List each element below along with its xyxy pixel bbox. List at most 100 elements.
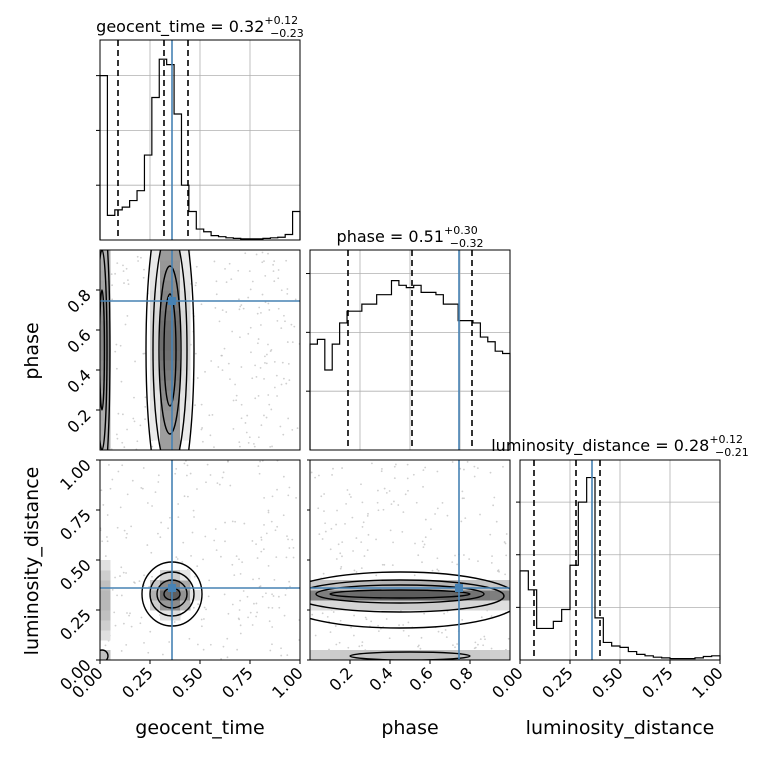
sample-point: [109, 487, 112, 490]
sample-point: [256, 611, 258, 614]
sample-point: [209, 474, 212, 476]
sample-point: [257, 394, 260, 397]
sample-point: [446, 610, 449, 613]
sample-point: [143, 574, 145, 577]
sample-point: [258, 472, 261, 475]
sample-point: [377, 489, 379, 492]
sample-point: [407, 621, 410, 624]
density-cell: [150, 270, 161, 281]
truth-marker: [455, 584, 463, 592]
sample-point: [436, 568, 439, 571]
density-cell: [450, 650, 461, 660]
density-cell: [420, 600, 431, 611]
sample-point: [290, 323, 293, 326]
density-cell: [460, 650, 471, 660]
sample-point: [255, 375, 258, 378]
sample-point: [277, 595, 280, 598]
density-cell: [490, 650, 501, 660]
sample-point: [430, 528, 432, 531]
sample-point: [186, 495, 189, 498]
density-cell: [160, 580, 171, 591]
sample-point: [417, 644, 420, 647]
sample-point: [267, 606, 270, 609]
sample-point: [217, 366, 220, 368]
density-cell: [170, 250, 181, 261]
density-cell: [490, 600, 501, 611]
sample-point: [117, 470, 120, 473]
sample-point: [253, 445, 256, 448]
sample-point: [456, 643, 459, 645]
sample-point: [291, 341, 294, 344]
density-cell: [470, 600, 481, 611]
density-cell: [180, 360, 191, 371]
density-cell: [490, 580, 501, 591]
sample-point: [126, 612, 128, 614]
sample-point: [108, 464, 110, 466]
density-cell: [410, 650, 421, 660]
density-cell: [160, 570, 171, 581]
sample-point: [321, 538, 324, 540]
sample-point: [168, 516, 171, 519]
density-cell: [100, 320, 111, 331]
sample-point: [104, 555, 107, 557]
sample-point: [151, 505, 153, 507]
sample-point: [177, 503, 180, 505]
sample-point: [210, 360, 213, 362]
density-cell: [150, 330, 161, 341]
sample-point: [125, 572, 127, 574]
histogram-luminosity_distance: [519, 476, 721, 660]
sample-point: [115, 433, 118, 436]
title-phase-minus: −0.32: [450, 237, 484, 250]
sample-point: [267, 343, 269, 346]
sample-point: [122, 571, 125, 574]
sample-point: [238, 609, 241, 611]
sample-point: [263, 524, 265, 526]
sample-point: [224, 521, 226, 524]
sample-point: [126, 315, 129, 317]
density-cell: [180, 600, 191, 611]
sample-point: [267, 511, 270, 514]
sample-point: [127, 283, 130, 286]
contour-line: [310, 571, 510, 629]
sample-point: [436, 507, 439, 510]
sample-point: [247, 616, 249, 619]
sample-point: [138, 580, 141, 582]
sample-point: [183, 495, 186, 498]
density-cell: [390, 600, 401, 611]
sample-point: [282, 514, 285, 517]
sample-point: [375, 574, 378, 577]
sample-point: [227, 612, 230, 615]
sample-point: [244, 422, 247, 424]
x-tick-label: 0.00: [488, 663, 527, 702]
sample-point: [282, 433, 285, 436]
sample-point: [263, 496, 266, 499]
sample-point: [360, 483, 362, 486]
sample-point: [237, 617, 240, 620]
sample-point: [119, 344, 122, 347]
density-cell: [160, 250, 171, 261]
sample-point: [490, 562, 493, 564]
sample-point: [280, 383, 283, 386]
x-tick-label: 0.75: [638, 663, 677, 702]
sample-point: [235, 394, 238, 397]
sample-point: [115, 367, 118, 370]
sample-point: [495, 520, 498, 523]
panel-content: [310, 460, 510, 660]
x-tick-label: 0.75: [218, 663, 257, 702]
x-tick-label: 0.8: [445, 663, 476, 694]
sample-point: [122, 264, 124, 267]
sample-point: [456, 563, 459, 566]
sample-point: [241, 561, 244, 564]
sample-point: [358, 645, 361, 648]
sample-point: [251, 540, 254, 542]
density-cell: [350, 600, 361, 611]
density-cell: [100, 390, 111, 401]
hist-panel-geocent_time: [96, 39, 301, 241]
sample-point: [200, 625, 203, 628]
x-tick-label: 0.2: [325, 663, 356, 694]
sample-point: [264, 362, 266, 364]
sample-point: [226, 656, 229, 659]
sample-point: [258, 306, 261, 309]
density-cell: [150, 260, 161, 271]
sample-point: [291, 428, 294, 431]
